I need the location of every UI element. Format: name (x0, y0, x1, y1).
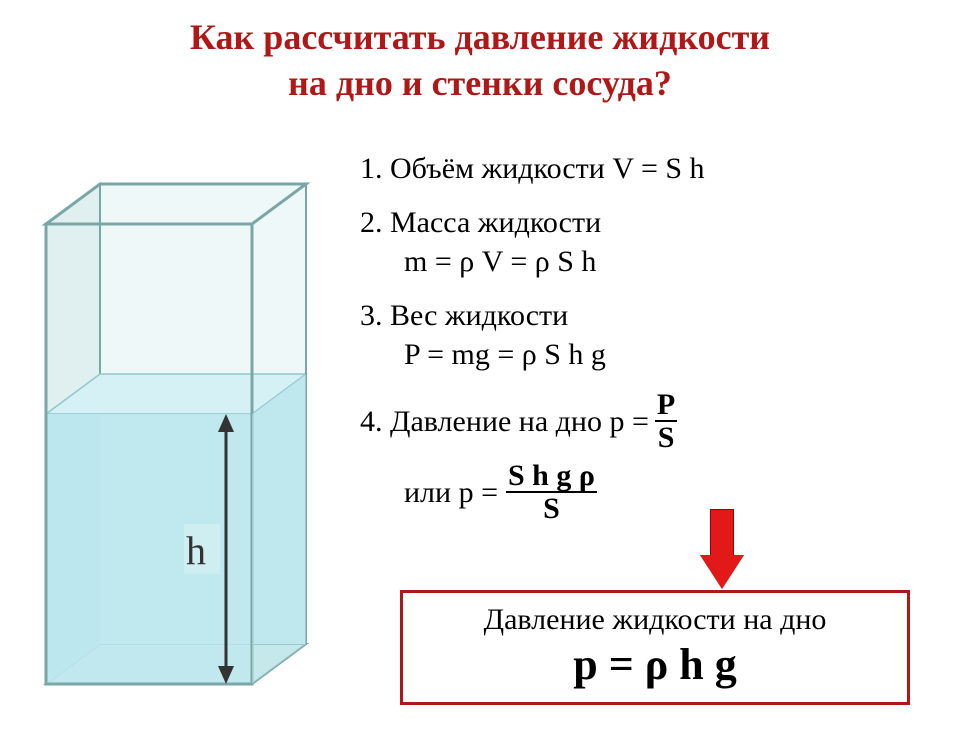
water-right (252, 374, 306, 684)
step-1: 1. Объём жидкости V = S h (360, 149, 940, 189)
frac-den: S (656, 422, 677, 454)
result-formula: p = ρ h g (421, 639, 889, 690)
step-4-or: или p = (404, 473, 498, 513)
step-1-text: 1. Объём жидкости V = S h (360, 152, 705, 185)
water-front (46, 414, 252, 684)
arrow-head (700, 555, 744, 589)
liquid-container-diagram: S h (26, 174, 326, 694)
frac-p-over-s: P S (655, 389, 677, 454)
frac2-den: S (541, 493, 562, 525)
step-2-header: 2. Масса жидкости (360, 203, 940, 243)
result-box: Давление жидкости на дно p = ρ h g (400, 590, 910, 705)
arrow-down-icon (700, 509, 744, 589)
title-line-1: Как рассчитать давление жидкости (0, 14, 960, 60)
frac-num: P (655, 389, 677, 421)
title-line-2: на дно и стенки сосуда? (0, 60, 960, 106)
step-2-formula: m = ρ V = ρ S h (360, 242, 940, 282)
step-4-lead: 4. Давление на дно p = (360, 402, 649, 442)
frac-shgrho-over-s: S h g ρ S (506, 460, 597, 525)
label-h: h (186, 528, 206, 573)
result-caption: Давление жидкости на дно (421, 603, 889, 637)
step-3: 3. Вес жидкости P = mg = ρ S h g (360, 296, 940, 375)
step-4-line2: или p = S h g ρ S (360, 460, 940, 525)
page-title: Как рассчитать давление жидкости на дно … (0, 14, 960, 106)
step-3-formula: P = mg = ρ S h g (360, 335, 940, 375)
arrow-body (710, 509, 734, 555)
step-4: 4. Давление на дно p = P S или p = S h g… (360, 389, 940, 525)
step-3-header: 3. Вес жидкости (360, 296, 940, 336)
container-svg: S h (26, 174, 326, 714)
frac2-num: S h g ρ (506, 460, 597, 492)
step-2: 2. Масса жидкости m = ρ V = ρ S h (360, 203, 940, 282)
step-4-line1: 4. Давление на дно p = P S (360, 389, 940, 454)
derivation-steps: 1. Объём жидкости V = S h 2. Масса жидко… (360, 149, 940, 539)
